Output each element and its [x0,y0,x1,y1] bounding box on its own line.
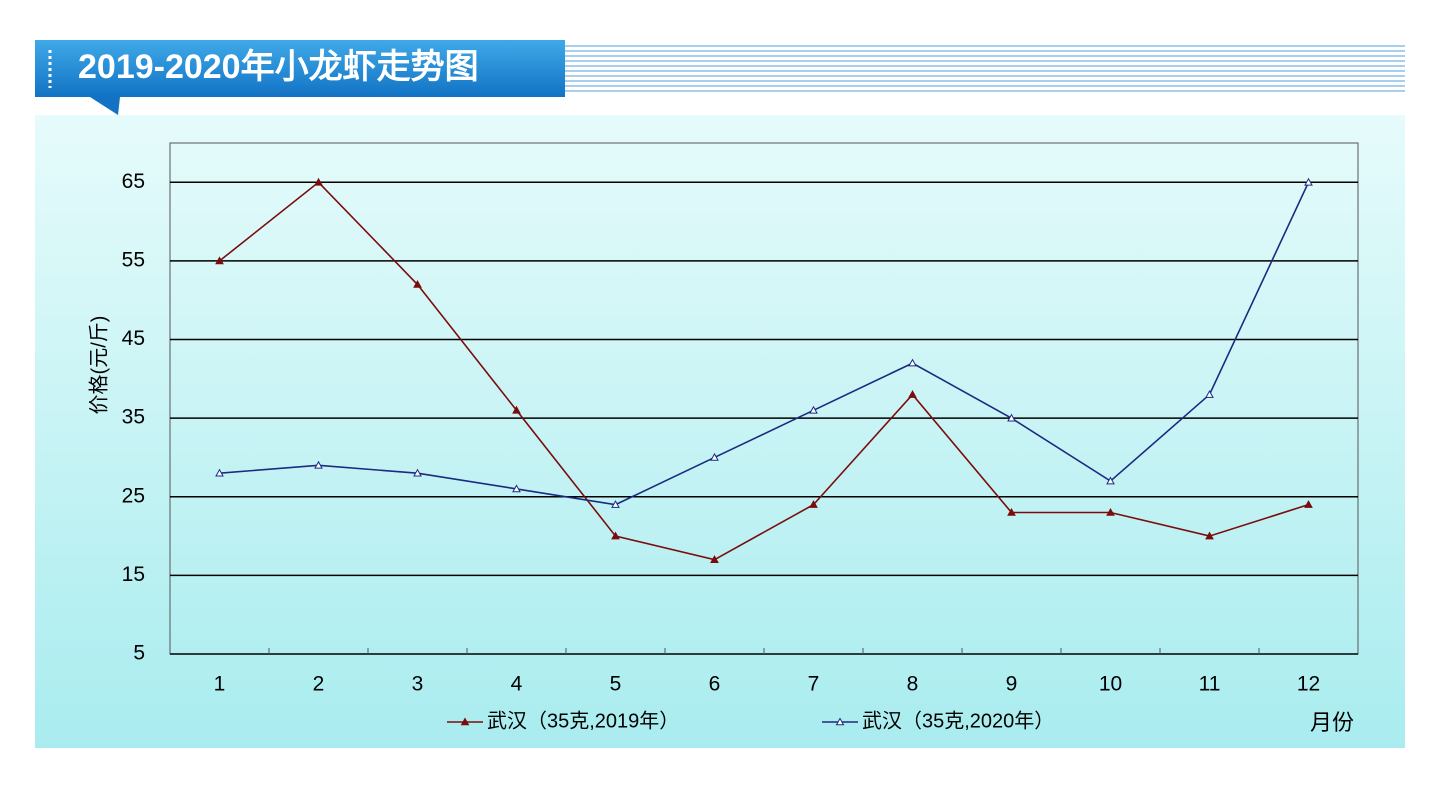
x-tick-label: 7 [808,673,820,696]
point-marker [809,500,818,508]
legend-label: 武汉（35克,2020年） [862,709,1054,732]
point-marker [908,390,917,398]
point-marker [215,256,224,265]
y-tick-label: 25 [122,484,145,507]
legend-marker [835,717,845,726]
point-marker [314,177,323,186]
stripes [565,42,1405,92]
x-tick-label: 3 [412,673,424,696]
x-tick-label: 4 [511,673,523,696]
point-marker [611,500,620,508]
x-tick-label: 2 [313,673,325,696]
point-marker [512,484,521,493]
point-marker [413,468,422,477]
point-marker [908,358,917,367]
point-marker [611,531,620,540]
y-tick-label: 35 [122,406,145,429]
point-marker [809,405,818,414]
point-marker [1205,531,1214,540]
point-marker [215,468,224,477]
y-tick-label: 65 [122,170,145,193]
x-tick-label: 9 [1006,673,1018,696]
series-line [219,181,1309,561]
x-tick-label: 1 [214,673,226,696]
banner-pointer [90,97,120,115]
panel [35,115,1405,748]
point-marker [1106,476,1115,485]
title-banner [35,40,565,97]
y-axis-label: 价格(元/斤) [87,316,110,415]
x-tick-label: 12 [1297,673,1320,696]
point-marker [1304,500,1313,508]
point-marker [314,460,323,469]
legend-label: 武汉（35克,2019年） [487,709,679,732]
x-tick-label: 11 [1199,673,1221,696]
point-marker [512,405,521,414]
series-line [219,181,1310,506]
x-tick-label: 10 [1099,673,1122,696]
point-marker [1304,177,1313,186]
point-marker [1007,413,1016,422]
x-tick-label: 5 [610,673,622,696]
x-tick-label: 8 [907,673,919,696]
chart-title: 2019-2020年小龙虾走势图 [78,48,479,86]
point-marker [1106,507,1115,516]
point-marker [1007,507,1016,516]
y-tick-label: 55 [122,248,145,271]
point-marker [1205,390,1214,398]
point-marker [710,452,719,461]
x-axis-label: 月份 [1310,710,1354,735]
y-tick-label: 45 [122,327,145,350]
y-tick-label: 5 [133,642,145,665]
y-tick-label: 15 [122,563,145,586]
x-tick-label: 6 [709,673,721,696]
legend-marker [460,717,470,726]
point-marker [710,555,719,563]
point-marker [413,279,422,288]
